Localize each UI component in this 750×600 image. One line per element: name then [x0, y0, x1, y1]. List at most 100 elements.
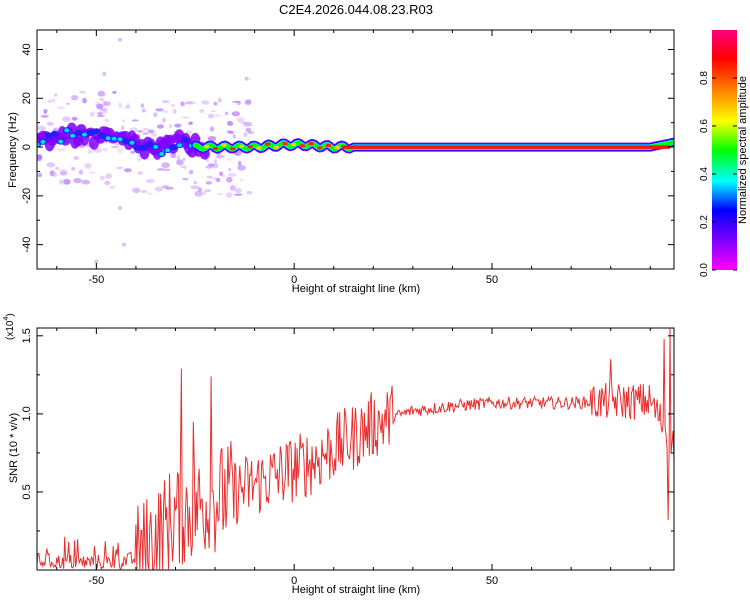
speckle: [37, 155, 43, 162]
ridge-dash: [308, 142, 314, 145]
ridge-dash: [265, 142, 271, 146]
speckle: [56, 147, 65, 152]
speckle: [247, 131, 255, 134]
ridge-blob: [74, 129, 83, 136]
speckle: [99, 108, 108, 112]
speckle: [180, 101, 186, 107]
speckle: [214, 156, 222, 159]
speckle: [216, 177, 221, 183]
ridge-core: [165, 148, 171, 153]
speckle: [117, 147, 123, 154]
speckle: [164, 168, 171, 171]
speckle: [188, 169, 194, 175]
speckle: [213, 114, 222, 117]
ridge-dash: [326, 143, 331, 147]
spectrogram-ylabel: Frequency (Hz): [7, 112, 19, 188]
spectrogram-xlabel: Height of straight line (km): [292, 283, 420, 295]
ridge-core: [64, 128, 70, 133]
ridge-core: [105, 136, 111, 141]
speckle: [138, 171, 143, 175]
speckle: [178, 160, 185, 166]
speckle: [84, 163, 92, 169]
speckle: [156, 168, 166, 171]
speckle: [104, 180, 111, 186]
speckle: [221, 175, 226, 178]
speckle: [154, 186, 163, 192]
speckle: [243, 132, 247, 138]
speckle: [187, 101, 196, 105]
speckle: [225, 192, 233, 199]
spectrogram-ytick-label: 0: [21, 144, 33, 150]
spectrogram-marks: [37, 37, 674, 264]
speckle: [97, 111, 103, 116]
speckle: [185, 130, 193, 134]
speckle: [46, 122, 54, 126]
speckle: [102, 71, 107, 76]
snr-marks: [37, 328, 674, 570]
colorbar-tick-label: 0.4: [699, 167, 710, 181]
spectrogram-xtick-label: 50: [486, 274, 498, 286]
spectrogram-frame: [36, 29, 675, 270]
speckle: [236, 101, 241, 106]
speckle: [124, 168, 132, 173]
spectrogram-ytick-label: -40: [21, 237, 33, 253]
colorbar-tick-label: 0.0: [699, 263, 710, 277]
snr-frame: [36, 327, 675, 571]
ridge-core: [37, 142, 40, 147]
ridge-dash: [221, 143, 227, 147]
snr-xtick-label: 50: [486, 575, 498, 587]
speckle: [82, 97, 87, 104]
speckle: [182, 157, 186, 161]
speckle: [102, 147, 108, 152]
speckle: [209, 110, 217, 113]
spectrogram-ticks: -50 0 50 -40 -20 0 20 40: [21, 30, 674, 286]
ridge-dash: [238, 144, 244, 148]
speckle: [168, 124, 173, 129]
speckle: [197, 187, 203, 192]
ridge-core: [70, 133, 76, 138]
colorbar-tick-label: 0.8: [699, 71, 710, 85]
speckle: [59, 170, 68, 176]
speckle: [217, 97, 222, 103]
ridge-dash: [317, 146, 323, 150]
speckle: [244, 99, 252, 105]
ridge-blob: [92, 128, 101, 135]
ridge-core: [111, 136, 117, 141]
speckle: [208, 162, 215, 167]
speckle: [132, 187, 141, 194]
snr-ylabel: SNR (10 * v/v): [8, 413, 20, 483]
speckle: [246, 190, 252, 195]
speckle: [51, 172, 58, 178]
speckle: [165, 186, 174, 190]
speckle: [73, 156, 80, 160]
speckle: [207, 164, 215, 166]
speckle: [118, 206, 123, 211]
speckle: [183, 164, 187, 170]
speckle: [168, 154, 172, 157]
ridge-core: [153, 144, 159, 149]
speckle: [48, 99, 52, 103]
speckle: [205, 165, 213, 169]
speckle: [226, 176, 233, 183]
speckle: [206, 175, 213, 179]
speckle: [137, 130, 144, 133]
speckle: [78, 169, 84, 175]
speckle: [228, 167, 232, 172]
ridge-core: [40, 139, 46, 144]
ridge-core: [176, 143, 182, 148]
speckle: [228, 173, 237, 177]
speckle: [121, 119, 126, 123]
speckle: [216, 193, 224, 196]
ridge-blob: [181, 137, 190, 143]
snr-multiplier-exp: 4: [3, 317, 10, 321]
speckle: [131, 119, 139, 122]
speckle: [88, 171, 96, 174]
speckle: [227, 158, 232, 161]
spectrogram-xtick-label: 0: [291, 274, 297, 286]
snr-xlabel: Height of straight line (km): [292, 584, 420, 596]
speckle: [170, 152, 177, 159]
speckle: [146, 192, 153, 195]
speckle: [240, 121, 247, 125]
speckle: [40, 115, 49, 118]
